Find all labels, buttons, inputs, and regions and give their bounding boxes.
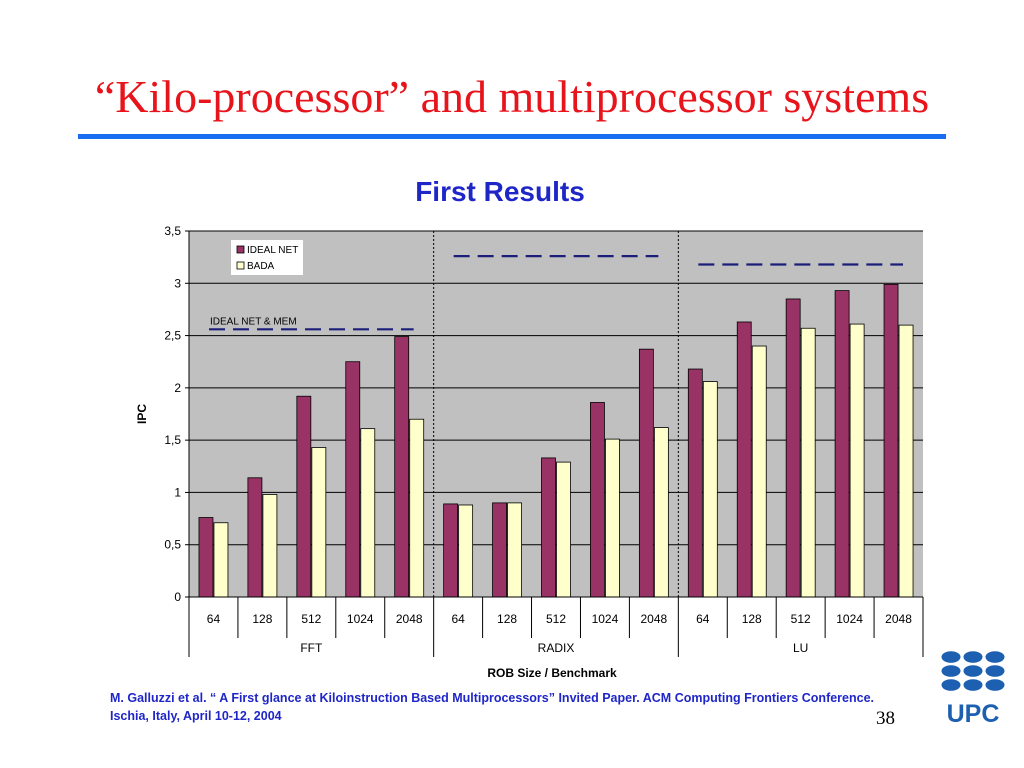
reference-lines: IDEAL NET & MEM bbox=[209, 254, 903, 331]
bars bbox=[198, 283, 914, 598]
logo-dot bbox=[941, 651, 961, 663]
y-tick-label: 1,5 bbox=[164, 433, 181, 447]
y-tick-labels: 0 0,5 1 1,5 2 2,5 3 3,5 bbox=[164, 224, 181, 604]
bar-ideal-net bbox=[443, 503, 459, 598]
x-tick-label: 1024 bbox=[836, 612, 863, 626]
logo-dot bbox=[941, 665, 961, 677]
logo-dot bbox=[985, 651, 1005, 663]
bar-bada bbox=[409, 418, 425, 598]
bar-ideal-net bbox=[198, 517, 214, 598]
bar-ideal-net bbox=[492, 502, 507, 598]
citation-footer: M. Galluzzi et al. “ A First glance at K… bbox=[110, 691, 875, 723]
page-number: 38 bbox=[876, 708, 895, 729]
bar-bada bbox=[213, 522, 229, 598]
legend-label: BADA bbox=[247, 261, 275, 272]
x-tick-label: 2048 bbox=[885, 612, 912, 626]
logo-dot bbox=[963, 665, 983, 677]
x-tick-label: 64 bbox=[696, 612, 710, 626]
bar-ideal-net bbox=[541, 457, 556, 598]
y-tick-label: 3 bbox=[174, 276, 181, 290]
x-tick-label: 128 bbox=[497, 612, 517, 626]
x-tick-label: 2048 bbox=[641, 612, 668, 626]
legend-swatch bbox=[236, 245, 245, 254]
bar-bada bbox=[898, 324, 914, 598]
bar-ideal-net bbox=[247, 477, 263, 598]
bar-bada bbox=[751, 345, 767, 598]
x-tick-label: 64 bbox=[451, 612, 465, 626]
y-tick-label: 1 bbox=[174, 485, 181, 499]
bar-bada bbox=[653, 427, 669, 598]
upc-logo: UPC bbox=[941, 651, 1005, 724]
x-tick-label: 1024 bbox=[347, 612, 374, 626]
x-tick-label: 512 bbox=[546, 612, 566, 626]
bar-bada bbox=[702, 381, 718, 598]
y-tick-label: 0,5 bbox=[164, 538, 181, 552]
group-label: RADIX bbox=[538, 641, 575, 655]
x-tick-label: 2048 bbox=[396, 612, 423, 626]
bar-bada bbox=[849, 323, 865, 598]
title-underline bbox=[78, 134, 946, 139]
bar-ideal-net bbox=[296, 395, 312, 598]
bar-ideal-net bbox=[394, 336, 410, 598]
group-label: FFT bbox=[300, 641, 323, 655]
logo-dot bbox=[985, 679, 1005, 691]
bar-ideal-net bbox=[883, 283, 899, 598]
x-axis-label: ROB Size / Benchmark bbox=[487, 666, 617, 680]
x-tick-label: 1024 bbox=[592, 612, 619, 626]
bar-bada bbox=[507, 502, 522, 598]
group-separators bbox=[433, 231, 679, 597]
bar-ideal-net bbox=[345, 361, 361, 598]
reference-line-label: IDEAL NET & MEM bbox=[210, 316, 297, 327]
chart-title: First Results bbox=[415, 176, 585, 207]
bar-ideal-net bbox=[638, 348, 654, 598]
y-tick-label: 2 bbox=[174, 381, 181, 395]
logo-dots bbox=[941, 651, 1005, 691]
logo-text: UPC bbox=[947, 700, 1000, 724]
bar-ideal-net bbox=[736, 321, 752, 598]
x-tick-label: 128 bbox=[742, 612, 762, 626]
logo-dot bbox=[941, 679, 961, 691]
bar-bada bbox=[556, 461, 571, 598]
bar-ideal-net bbox=[687, 368, 703, 598]
logo-dot bbox=[963, 651, 983, 663]
legend-swatch bbox=[236, 261, 245, 270]
bar-bada bbox=[458, 504, 474, 598]
logo-dot bbox=[963, 679, 983, 691]
bar-bada bbox=[360, 428, 376, 598]
x-tick-label: 64 bbox=[207, 612, 221, 626]
bar-ideal-net bbox=[834, 290, 850, 598]
legend-label: IDEAL NET bbox=[247, 245, 298, 256]
x-axis-table: 64 128 512 1024 2048 64 128 512 1024 2048 64 128 512… bbox=[188, 596, 924, 657]
x-tick-label: 128 bbox=[252, 612, 272, 626]
y-tick-label: 2,5 bbox=[164, 329, 181, 343]
group-label: LU bbox=[793, 641, 808, 655]
slide-title: “Kilo-processor” and multiprocessor syst… bbox=[94, 71, 930, 122]
chart: IDEAL NET & MEM 0 0,5 1 1,5 2 2,5 3 3,5 64 128 51… bbox=[135, 224, 924, 680]
y-axis-label: IPC bbox=[135, 404, 149, 424]
logo-dot bbox=[985, 665, 1005, 677]
x-tick-label: 512 bbox=[301, 612, 321, 626]
plot-area bbox=[189, 231, 923, 597]
bar-ideal-net bbox=[785, 298, 801, 598]
y-tick-label: 0 bbox=[174, 590, 181, 604]
bar-bada bbox=[800, 327, 816, 598]
bar-ideal-net bbox=[590, 402, 605, 598]
bar-bada bbox=[605, 438, 620, 598]
bar-bada bbox=[262, 494, 278, 598]
bar-bada bbox=[311, 447, 327, 598]
legend: IDEAL NET BADA bbox=[231, 240, 303, 275]
y-tick-label: 3,5 bbox=[164, 224, 181, 238]
x-tick-label: 512 bbox=[791, 612, 811, 626]
